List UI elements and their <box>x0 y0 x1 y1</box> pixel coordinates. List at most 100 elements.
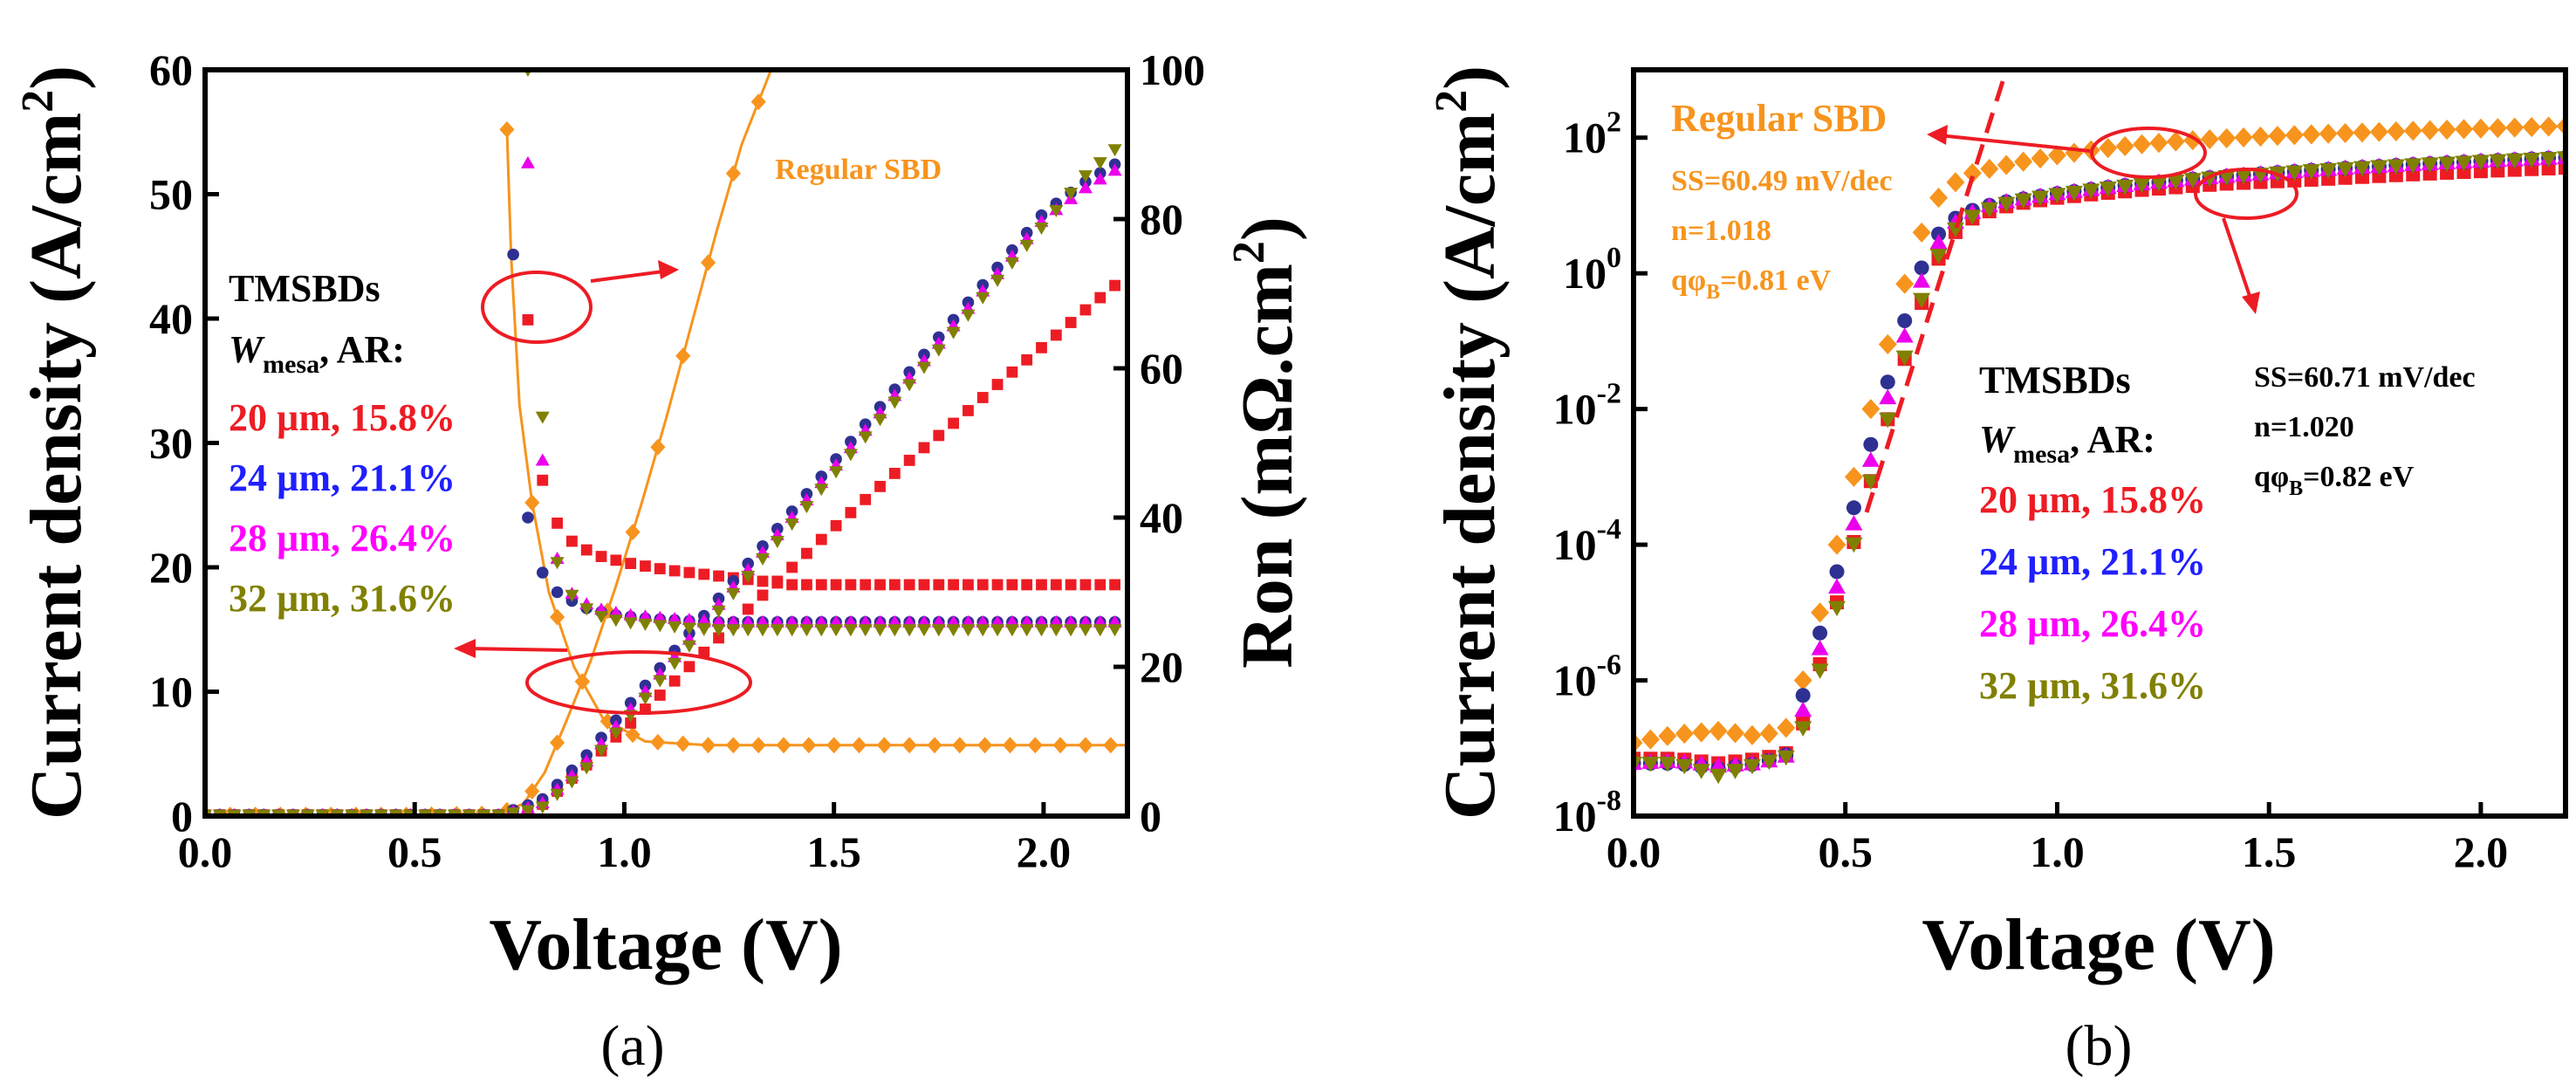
panel-a-20-m-15-8-ron-point <box>976 579 989 591</box>
panel-a-20-m-15-8-point <box>801 547 812 559</box>
panel-a-regular-sbd-ron-point <box>1078 737 1093 754</box>
panel-b-regular-ellipse <box>2090 127 2207 179</box>
panel-a-32-m-31-6-point <box>682 640 696 653</box>
panel-a-32-m-31-6-ron-point <box>711 624 726 637</box>
panel-b-series-layer <box>1634 115 2566 785</box>
panel-b-32-m-31-6-point <box>1692 764 1710 779</box>
panel-b-legend-item: 28 µm, 26.4% <box>1979 602 2206 645</box>
panel-b-regular-sbd-point <box>2471 118 2490 139</box>
panel-a-left-arrow <box>466 647 568 652</box>
panel-a-32-m-31-6-ron-point <box>550 557 565 570</box>
panel-b-32-m-31-6-point <box>1946 222 1964 238</box>
panel-b-32-m-31-6-point <box>2116 179 2134 196</box>
panel-b-regular-sbd-point <box>2505 117 2525 138</box>
panel-a-regular-sbd-line <box>205 70 773 816</box>
panel-a-y2-tick-label: 40 <box>1140 493 1183 542</box>
panel-a-28-m-26-4-ron-point <box>623 607 638 621</box>
panel-b-regular-sbd-point <box>2099 138 2118 159</box>
panel-a-20-m-15-8-point <box>976 392 989 403</box>
panel-a-32-m-31-6-point <box>550 788 565 801</box>
panel-a-32-m-31-6-point <box>638 692 653 705</box>
panel-b-regular-ss: SS=60.49 mV/dec <box>1671 165 1893 197</box>
panel-a-28-m-26-4-ron-point <box>741 614 756 628</box>
panel-a-28-m-26-4-ron-point <box>770 614 784 628</box>
panel-b-regular-sbd-point <box>2455 119 2473 140</box>
panel-a-regular-sbd-ron-point <box>776 737 791 754</box>
panel-a-32-m-31-6-point <box>1107 144 1122 157</box>
panel-b-32-m-31-6-point <box>1913 292 1931 309</box>
panel-a-32-m-31-6-point <box>741 570 756 583</box>
panel-a-24-m-21-1-ron-point <box>536 566 549 579</box>
panel-a-28-m-26-4-ron-point <box>814 614 829 628</box>
panel-a-20-m-15-8-point <box>991 379 1004 390</box>
panel-b-regular-sbd-point <box>2133 134 2151 154</box>
panel-b-regular-sbd-point <box>1946 172 1965 193</box>
panel-a-legend-item: 28 µm, 26.4% <box>229 517 456 559</box>
panel-b-regular-sbd-point <box>1878 333 1897 355</box>
panel-a-y2-tick-label: 20 <box>1140 642 1183 691</box>
panel-a-28-m-26-4-ron-point <box>653 610 668 623</box>
panel-b-32-m-31-6-point <box>2065 185 2083 202</box>
panel-a-20-m-15-8-ron-point <box>786 579 798 591</box>
panel-a-legend-item: 24 µm, 21.1% <box>229 456 456 499</box>
panel-a-20-m-15-8-ron-point <box>654 563 666 574</box>
panel-b-regular-sbd-point <box>2048 145 2066 166</box>
panel-a-28-m-26-4-ron-point <box>887 614 902 628</box>
panel-a-legend-item: 32 µm, 31.6% <box>229 577 456 620</box>
panel-a-20-m-15-8-point <box>903 455 915 466</box>
panel-a-ron-ellipse <box>481 271 593 344</box>
panel-a-20-m-15-8-ron-point <box>640 560 651 572</box>
panel-b-20-m-15-8-point <box>2525 161 2539 176</box>
panel-a-32-m-31-6-ron-point <box>653 620 668 633</box>
panel-a-y-tick-label: 0 <box>171 792 193 841</box>
panel-a-32-m-31-6-point <box>668 657 682 670</box>
panel-a-28-m-26-4-ron-point <box>873 614 887 628</box>
panel-b-32-m-31-6-point <box>2217 170 2236 186</box>
panel-a-28-m-26-4-ron-point <box>1064 614 1079 628</box>
panel-a-32-m-31-6-ron-point <box>873 624 887 637</box>
panel-a-28-m-26-4-ron-point <box>638 609 653 622</box>
panel-a-32-m-31-6-ron-point <box>770 624 784 637</box>
panel-a-20-m-15-8-ron-point <box>1109 579 1120 591</box>
panel-a-32-m-31-6-ron-point <box>799 624 814 637</box>
panel-a-32-m-31-6-ron-point <box>696 623 711 636</box>
panel-a-y2-tick-label: 100 <box>1140 45 1205 94</box>
panel-a-28-m-26-4-ron-point <box>843 614 858 628</box>
panel-b-32-m-31-6-point <box>1709 768 1728 785</box>
panel-a-32-m-31-6-ron-point <box>1078 624 1093 637</box>
panel-a-32-m-31-6-point <box>756 553 771 566</box>
panel-b-32-m-31-6-point <box>2014 193 2032 209</box>
panel-b-plot-area <box>1634 115 2566 785</box>
panel-a-28-m-26-4-ron-point <box>1004 614 1019 628</box>
panel-a-regular-sbd-ron-point <box>725 737 741 754</box>
panel-a-regular-sbd-ron-point <box>826 737 842 754</box>
panel-a-28-m-26-4-ron-point <box>916 614 931 628</box>
panel-a-20-m-15-8-point <box>860 493 872 505</box>
panel-b-32-m-31-6-point <box>2167 175 2185 190</box>
panel-a-x-axis-title: Voltage (V) <box>489 904 842 985</box>
panel-b-regular-sbd-point <box>1895 273 1915 294</box>
panel-b-fit-line <box>1864 69 2009 513</box>
panel-a-32-m-31-6-point <box>1004 257 1019 270</box>
panel-a-32-m-31-6-point <box>902 379 917 392</box>
panel-a-20-m-15-8-ron-point <box>713 570 724 582</box>
panel-a-20-m-15-8-point <box>888 468 901 479</box>
panel-a-32-m-31-6-ron-point <box>1004 624 1019 637</box>
panel-b-32-m-31-6-point <box>2539 152 2558 168</box>
panel-b-regular-sbd-point <box>2539 116 2559 137</box>
panel-a-20-m-15-8-ron-point <box>1079 579 1092 591</box>
panel-a-32-m-31-6-ron-point <box>535 411 550 424</box>
panel-b-24-m-21-1-point <box>1914 260 1929 276</box>
panel-a-28-m-26-4-ron-point <box>682 612 696 625</box>
panel-a-x-tick-label: 2.0 <box>1017 827 1072 876</box>
panel-b-regular-sbd-point <box>1793 669 1812 691</box>
panel-a-chart: 0.0 0.5 1.0 1.5 2.0 0 10 20 30 40 50 60 0 20 40 60 80 100… <box>13 45 1308 1078</box>
panel-b-32-m-31-6-point <box>2370 160 2388 176</box>
panel-a-20-m-15-8-ron-point <box>668 565 681 577</box>
panel-a-32-m-31-6-point <box>506 807 521 816</box>
panel-a-20-m-15-8-point <box>918 442 930 454</box>
panel-a-28-m-26-4-ron-point <box>784 614 799 628</box>
panel-a-20-m-15-8-ron-point <box>830 579 842 591</box>
panel-a-20-m-15-8-point <box>1065 317 1077 328</box>
panel-a-20-m-15-8-ron-point <box>860 579 872 591</box>
